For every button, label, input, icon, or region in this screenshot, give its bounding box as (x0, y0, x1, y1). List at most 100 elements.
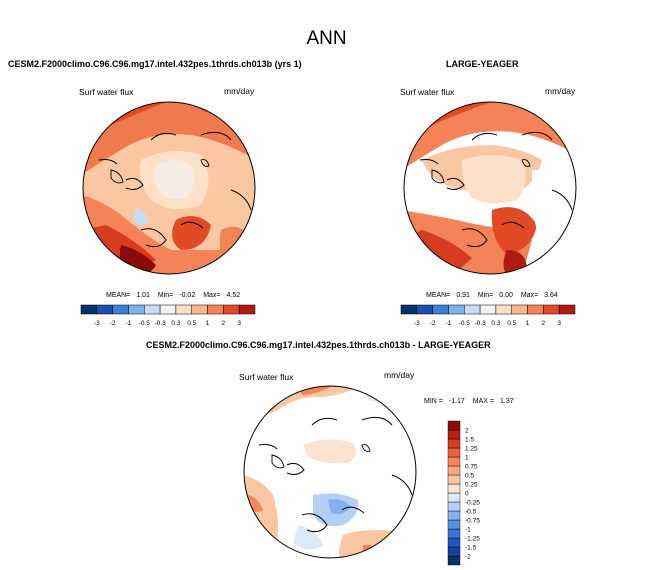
colorbar-swatch (207, 304, 224, 315)
panel1-min-label: Min= (157, 292, 174, 299)
panel2-polar-map (403, 101, 577, 275)
panel2-mean-label: MEAN= (426, 292, 451, 299)
colorbar-swatch (223, 304, 240, 315)
colorbar-tick-label: -1 (126, 320, 132, 327)
panel1-min-value: -0.02 (179, 292, 196, 299)
colorbar-swatch (238, 304, 256, 315)
colorbar-tick-label: -1 (446, 320, 452, 327)
colorbar-swatch (159, 304, 177, 315)
colorbar-tick-label: 2 (465, 427, 469, 434)
panel1-variable-label: Surf water flux (79, 87, 134, 97)
panel2-min-value: 0.00 (499, 292, 513, 299)
colorbar-swatch (128, 304, 145, 315)
colorbar-swatch (447, 447, 461, 458)
colorbar-tick-label: -1.5 (465, 544, 477, 551)
panel3-case-title: CESM2.F2000climo.C96.C96.mg17.intel.432p… (146, 340, 491, 350)
colorbar-swatch (112, 304, 129, 315)
colorbar-swatch (432, 304, 449, 315)
colorbar-tick-label: 1.5 (465, 436, 474, 443)
colorbar-swatch (447, 420, 461, 431)
panel2-stats: MEAN= 0.91 Min= 0.00 Max= 3.64 (426, 292, 564, 299)
colorbar-tick-label: -3 (94, 320, 100, 327)
colorbar-swatch (191, 304, 208, 315)
colorbar-swatch (144, 304, 161, 315)
colorbar-swatch (464, 304, 481, 315)
colorbar-tick-label: 0.75 (465, 463, 478, 470)
panel1-max-label: Max= (203, 292, 221, 299)
colorbar-swatch (447, 519, 461, 530)
colorbar-tick-label: 0.5 (187, 320, 196, 327)
colorbar-tick-label: -1.25 (465, 535, 480, 542)
colorbar-tick-label: -2 (110, 320, 116, 327)
colorbar-swatch (447, 492, 461, 503)
panel2-case-title: LARGE-YEAGER (446, 59, 519, 69)
colorbar-swatch (495, 304, 512, 315)
colorbar-swatch (447, 546, 461, 557)
colorbar-tick-label: 1.25 (465, 445, 478, 452)
colorbar-swatch (80, 304, 98, 315)
colorbar-tick-label: -0.5 (139, 320, 151, 327)
colorbar-swatch (558, 304, 576, 315)
panel1-polar-map (82, 101, 256, 275)
panel2-max-label: Max= (520, 292, 539, 299)
colorbar-swatch (175, 304, 192, 315)
colorbar-swatch (447, 456, 461, 467)
panel1-mean-value: 1.01 (136, 292, 150, 299)
panel3-colorbar: -2 -1.5 -1.25 -1 -0.75 -0.5 -0.25 0 0.25 0.5 0.75 1… (447, 420, 480, 566)
colorbar-swatch (447, 510, 461, 521)
panel2-variable-label: Surf water flux (400, 87, 455, 97)
colorbar-tick-label: 0 (465, 490, 469, 497)
colorbar-swatch (447, 528, 461, 539)
colorbar-swatch (447, 474, 461, 485)
panel3-stats: MIN = -1.17 MAX = 1.37 (424, 398, 520, 405)
colorbar-swatch (479, 304, 497, 315)
colorbar-swatch (96, 304, 113, 315)
colorbar-swatch (447, 438, 461, 449)
panel3-min-value: -1.17 (448, 398, 465, 405)
colorbar-tick-label: 0.3 (171, 320, 180, 327)
colorbar-tick-label: -0.3 (154, 320, 166, 327)
panel3-max-value: 1.37 (500, 398, 514, 405)
panel2-units-label: mm/day (545, 86, 576, 96)
colorbar-tick-label: 1 (206, 320, 210, 327)
colorbar-tick-label: -0.3 (474, 320, 486, 327)
colorbar-tick-label: -0.25 (465, 499, 480, 506)
panel3-variable-label: Surf water flux (239, 372, 294, 382)
panel2-mean-value: 0.91 (456, 292, 470, 299)
colorbar-swatch (416, 304, 433, 315)
colorbar-swatch (447, 537, 461, 548)
colorbar-tick-label: 2 (542, 320, 546, 327)
panel1-units-label: mm/day (224, 86, 255, 96)
colorbar-tick-label: 1 (526, 320, 530, 327)
colorbar-tick-label: -1 (465, 526, 471, 533)
colorbar-swatch (447, 501, 461, 512)
colorbar-tick-label: 0.5 (507, 320, 516, 327)
figure-title: ANN (306, 28, 347, 49)
panel1-stats: MEAN= 1.01 Min= -0.02 Max= 4.52 (106, 292, 246, 299)
colorbar-swatch (527, 304, 544, 315)
panel1-colorbar: -3 -2 -1 -0.5 -0.3 0.3 0.5 1 2 3 (80, 304, 256, 327)
colorbar-tick-label: -0.75 (465, 517, 480, 524)
colorbar-swatch (447, 555, 461, 566)
colorbar-tick-label: 3 (557, 320, 561, 327)
colorbar-tick-label: -3 (414, 320, 420, 327)
colorbar-tick-label: 0.3 (491, 320, 500, 327)
panel3-min-label: MIN = (424, 398, 443, 405)
colorbar-tick-label: -0.5 (459, 320, 471, 327)
panel1-max-value: 4.52 (226, 292, 241, 299)
panel3-polar-map (243, 385, 417, 559)
colorbar-swatch (447, 465, 461, 476)
colorbar-tick-label: -2 (430, 320, 436, 327)
panel3-max-label: MAX = (472, 398, 494, 405)
colorbar-tick-label: 3 (237, 320, 241, 327)
colorbar-swatch (447, 429, 461, 440)
colorbar-swatch (400, 304, 418, 315)
colorbar-tick-label: -0.5 (465, 508, 477, 515)
colorbar-tick-label: 0.5 (465, 472, 474, 479)
colorbar-tick-label: -2 (465, 553, 471, 560)
colorbar-tick-label: 0.25 (465, 481, 478, 488)
colorbar-swatch (448, 304, 465, 315)
panel2-colorbar: -3 -2 -1 -0.5 -0.3 0.3 0.5 1 2 3 (400, 304, 576, 327)
colorbar-swatch (511, 304, 528, 315)
panel1-mean-label: MEAN= (106, 292, 131, 299)
